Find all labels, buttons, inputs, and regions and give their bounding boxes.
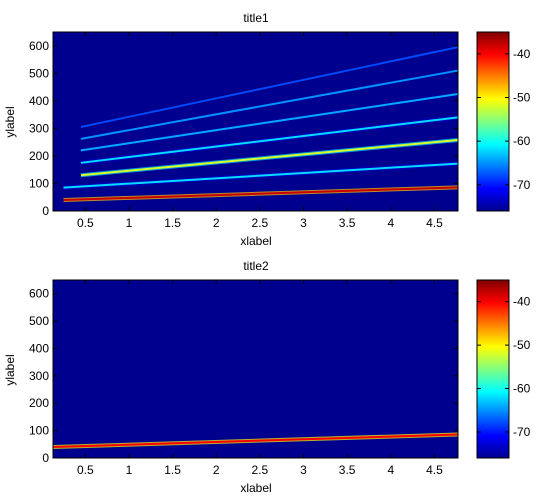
colorbar-tick-label: -70: [513, 178, 531, 192]
chart-title-2: title2: [243, 259, 269, 273]
y-tick-label: 400: [29, 94, 49, 108]
y-tick-label: 300: [29, 369, 49, 383]
x-tick-label: 1.5: [164, 463, 181, 477]
x-tick-label: 3: [300, 216, 307, 230]
heatmap-ridges-2: [52, 432, 459, 450]
x-tick-label: 0.5: [77, 216, 94, 230]
heatmap-ridges-1: [63, 45, 459, 202]
x-tick-label: 4: [387, 463, 394, 477]
x-tick-label: 1.5: [164, 216, 181, 230]
ridge-line: [80, 46, 459, 128]
y-tick-label: 200: [29, 149, 49, 163]
x-tick-label: 2.5: [252, 463, 269, 477]
chart-panel-2: title2 0.5 1 1.5 2 2.5 3 3.5 4 4.5 0 100 200 300 400…: [3, 259, 531, 495]
colorbar-tick-label: -40: [513, 295, 531, 309]
x-axis-ticks-1: 0.5 1 1.5 2 2.5 3 3.5 4 4.5: [77, 32, 443, 230]
y-tick-label: 400: [29, 341, 49, 355]
ridge-line: [80, 69, 459, 140]
ridge-line: [80, 92, 459, 152]
y-tick-label: 0: [42, 204, 49, 218]
y-tick-label: 500: [29, 314, 49, 328]
x-tick-label: 4: [387, 216, 394, 230]
ridge-line: [80, 116, 459, 164]
ridge-line: [63, 186, 459, 201]
y-tick-label: 500: [29, 66, 49, 80]
colorbar-tick-label: -60: [513, 382, 531, 396]
plot-frame-2: [52, 279, 459, 459]
x-axis-ticks-2: 0.5 1 1.5 2 2.5 3 3.5 4 4.5: [77, 280, 443, 477]
colorbar-tick-label: -40: [513, 47, 531, 61]
plot-frame-1: [52, 31, 459, 212]
y-tick-label: 200: [29, 396, 49, 410]
colorbar-ticks-1: -70 -60 -50 -40: [477, 47, 531, 192]
x-tick-label: 1: [126, 463, 133, 477]
x-axis-label-2: xlabel: [240, 481, 271, 495]
colorbar-tick-label: -50: [513, 90, 531, 104]
x-tick-label: 0.5: [77, 463, 94, 477]
ridge-line: [63, 162, 459, 189]
y-axis-ticks-1: 0 100 200 300 400 500 600: [29, 39, 458, 218]
chart-title-1: title1: [243, 11, 269, 25]
x-tick-label: 2: [213, 463, 220, 477]
ridge-line: [52, 433, 459, 449]
colorbar-ticks-2: -70 -60 -50 -40: [477, 295, 531, 439]
y-tick-label: 300: [29, 121, 49, 135]
y-tick-label: 100: [29, 176, 49, 190]
colorbar-2: [476, 279, 510, 459]
y-axis-label-1: ylabel: [3, 106, 17, 137]
colorbar-tick-label: -70: [513, 425, 531, 439]
x-tick-label: 4.5: [426, 216, 443, 230]
colorbar-tick-label: -60: [513, 134, 531, 148]
y-tick-label: 100: [29, 424, 49, 438]
plot-area-2: [53, 280, 458, 458]
y-tick-label: 600: [29, 39, 49, 53]
y-tick-label: 0: [42, 451, 49, 465]
colorbar-1: [476, 31, 510, 212]
y-axis-ticks-2: 0 100 200 300 400 500 600: [29, 287, 458, 465]
x-tick-label: 3: [300, 463, 307, 477]
y-tick-label: 600: [29, 287, 49, 301]
colorbar-tick-label: -50: [513, 338, 531, 352]
x-tick-label: 3.5: [339, 463, 356, 477]
y-axis-label-2: ylabel: [3, 354, 17, 385]
x-tick-label: 2.5: [252, 216, 269, 230]
ridge-line: [80, 138, 459, 177]
x-axis-label-1: xlabel: [240, 234, 271, 248]
x-tick-label: 1: [126, 216, 133, 230]
x-tick-label: 4.5: [426, 463, 443, 477]
x-tick-label: 2: [213, 216, 220, 230]
x-tick-label: 3.5: [339, 216, 356, 230]
chart-panel-1: title1 0.5 1 1.5 2 2.5 3 3.5 4 4.5 0 100 200 300 400…: [3, 11, 531, 248]
